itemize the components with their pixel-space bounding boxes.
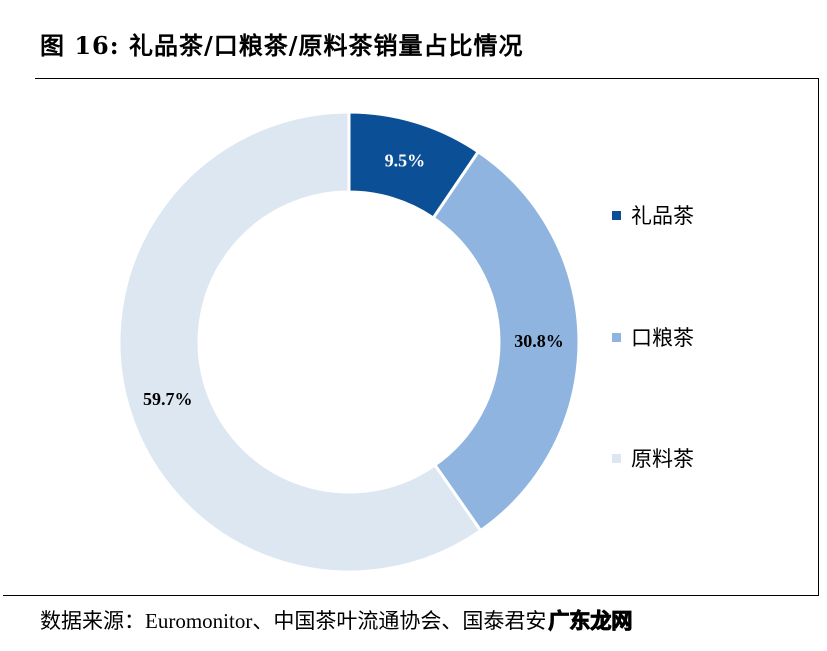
- watermark: 广东龙网: [548, 609, 633, 634]
- data-label-2: 59.7%: [143, 389, 193, 409]
- legend-label: 礼品茶: [631, 204, 694, 228]
- right-rule: [818, 78, 819, 596]
- donut-slice-2: [117, 110, 483, 574]
- data-label-1: 30.8%: [514, 331, 564, 351]
- bottom-rule: [3, 595, 819, 596]
- data-label-0: 9.5%: [385, 150, 426, 170]
- source-text: 数据来源：Euromonitor、中国茶叶流通协会、国泰君安: [40, 609, 547, 633]
- chart-title: 图 16: 礼品茶/口粮茶/原料茶销量占比情况: [40, 31, 524, 60]
- legend-item-ration-tea: 口粮茶: [612, 322, 694, 352]
- legend-label: 口粮茶: [631, 326, 694, 350]
- legend-item-gift-tea: 礼品茶: [612, 200, 694, 230]
- top-rule: [35, 78, 819, 79]
- legend-swatch: [612, 453, 621, 463]
- legend-swatch: [612, 332, 621, 342]
- legend-swatch: [612, 210, 621, 220]
- legend-item-raw-tea: 原料茶: [612, 443, 694, 473]
- source-note: 数据来源：Euromonitor、中国茶叶流通协会、国泰君安广东龙网: [40, 605, 633, 635]
- donut-slice-1: [431, 149, 581, 533]
- legend-label: 原料茶: [631, 447, 694, 471]
